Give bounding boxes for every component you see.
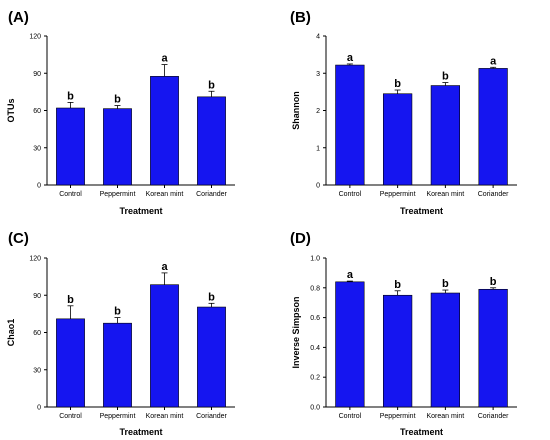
y-axis-title: Chao1 bbox=[6, 319, 16, 347]
chart-panel-2: (B) 0 1 2 3 4 Shannon Treatment a Control b Pepperm… bbox=[290, 9, 517, 216]
significance-label: b bbox=[114, 306, 121, 318]
chart-panel-4: (D) 0.0 0.2 0.4 0.6 0.8 1.0 Inverse Simpson Trea… bbox=[290, 230, 517, 437]
bar-korean-mint bbox=[430, 292, 460, 408]
panel-label: (A) bbox=[8, 9, 29, 26]
y-tick-label: 120 bbox=[29, 34, 41, 41]
y-tick-label: 0.0 bbox=[310, 405, 320, 412]
y-tick-label: 0.2 bbox=[310, 375, 320, 382]
x-tick-label: Coriander bbox=[478, 413, 509, 420]
bar-peppermint bbox=[382, 294, 413, 408]
panel-label: (B) bbox=[290, 9, 311, 26]
y-tick-label: 60 bbox=[33, 330, 41, 337]
bar-peppermint bbox=[382, 93, 413, 186]
x-tick-label: Coriander bbox=[478, 191, 509, 198]
x-tick-label: Control bbox=[59, 191, 82, 198]
bar-control bbox=[335, 64, 365, 186]
y-tick-label: 120 bbox=[29, 256, 41, 263]
significance-label: a bbox=[347, 52, 354, 64]
y-tick-label: 90 bbox=[33, 293, 41, 300]
bar-coriander bbox=[478, 288, 508, 408]
bar-coriander bbox=[197, 306, 226, 408]
significance-label: b bbox=[67, 294, 74, 306]
chart-panel-1: (A) 0 30 60 90 120 OTUs Treatment b Control b Peppe… bbox=[6, 9, 235, 216]
x-tick-label: Control bbox=[59, 413, 82, 420]
significance-label: b bbox=[394, 78, 401, 90]
chart-panel-3: (C) 0 30 60 90 120 Chao1 Treatment b Control b Pepp… bbox=[6, 230, 235, 437]
x-axis-title: Treatment bbox=[400, 206, 443, 216]
y-tick-label: 30 bbox=[33, 145, 41, 152]
bar-korean-mint bbox=[150, 76, 179, 186]
x-tick-label: Korean mint bbox=[427, 191, 465, 198]
significance-label: b bbox=[394, 279, 401, 291]
y-tick-label: 3 bbox=[316, 71, 320, 78]
y-axis-title: Inverse Simpson bbox=[291, 296, 301, 368]
significance-label: b bbox=[442, 71, 449, 83]
bar-control bbox=[335, 281, 365, 408]
x-tick-label: Korean mint bbox=[427, 413, 465, 420]
x-tick-label: Peppermint bbox=[100, 413, 136, 420]
x-tick-label: Peppermint bbox=[100, 191, 136, 198]
y-tick-label: 0 bbox=[316, 183, 320, 190]
x-axis-title: Treatment bbox=[119, 427, 162, 437]
x-tick-label: Korean mint bbox=[146, 191, 184, 198]
bar-korean-mint bbox=[430, 85, 460, 186]
bar-coriander bbox=[197, 96, 226, 186]
x-tick-label: Peppermint bbox=[380, 413, 416, 420]
y-tick-label: 60 bbox=[33, 108, 41, 115]
y-tick-label: 0.4 bbox=[310, 345, 320, 352]
x-tick-label: Peppermint bbox=[380, 191, 416, 198]
y-tick-label: 1.0 bbox=[310, 256, 320, 263]
y-tick-label: 2 bbox=[316, 108, 320, 115]
panel-label: (C) bbox=[8, 230, 29, 247]
significance-label: b bbox=[442, 278, 449, 290]
y-tick-label: 0 bbox=[37, 183, 41, 190]
bar-peppermint bbox=[103, 322, 132, 408]
y-axis-title: Shannon bbox=[291, 91, 301, 130]
y-tick-label: 4 bbox=[316, 34, 320, 41]
bar-korean-mint bbox=[150, 284, 179, 408]
y-axis-title: OTUs bbox=[6, 98, 16, 122]
y-tick-label: 90 bbox=[33, 71, 41, 78]
bar-control bbox=[56, 318, 85, 408]
bar-peppermint bbox=[103, 108, 132, 186]
x-tick-label: Control bbox=[339, 413, 362, 420]
bar-coriander bbox=[478, 68, 508, 186]
y-tick-label: 30 bbox=[33, 367, 41, 374]
significance-label: a bbox=[161, 53, 168, 65]
significance-label: b bbox=[208, 291, 215, 303]
x-axis-title: Treatment bbox=[400, 427, 443, 437]
significance-label: b bbox=[114, 94, 121, 106]
significance-label: b bbox=[490, 276, 497, 288]
y-tick-label: 0.8 bbox=[310, 285, 320, 292]
bar-control bbox=[56, 107, 85, 186]
significance-label: a bbox=[490, 55, 497, 67]
x-tick-label: Control bbox=[339, 191, 362, 198]
x-tick-label: Korean mint bbox=[146, 413, 184, 420]
x-tick-label: Coriander bbox=[196, 413, 227, 420]
y-tick-label: 1 bbox=[316, 145, 320, 152]
x-axis-title: Treatment bbox=[119, 206, 162, 216]
panel-label: (D) bbox=[290, 230, 311, 247]
y-tick-label: 0 bbox=[37, 405, 41, 412]
significance-label: b bbox=[67, 90, 74, 102]
significance-label: a bbox=[161, 261, 168, 273]
significance-label: a bbox=[347, 269, 354, 281]
significance-label: b bbox=[208, 79, 215, 91]
x-tick-label: Coriander bbox=[196, 191, 227, 198]
y-tick-label: 0.6 bbox=[310, 315, 320, 322]
